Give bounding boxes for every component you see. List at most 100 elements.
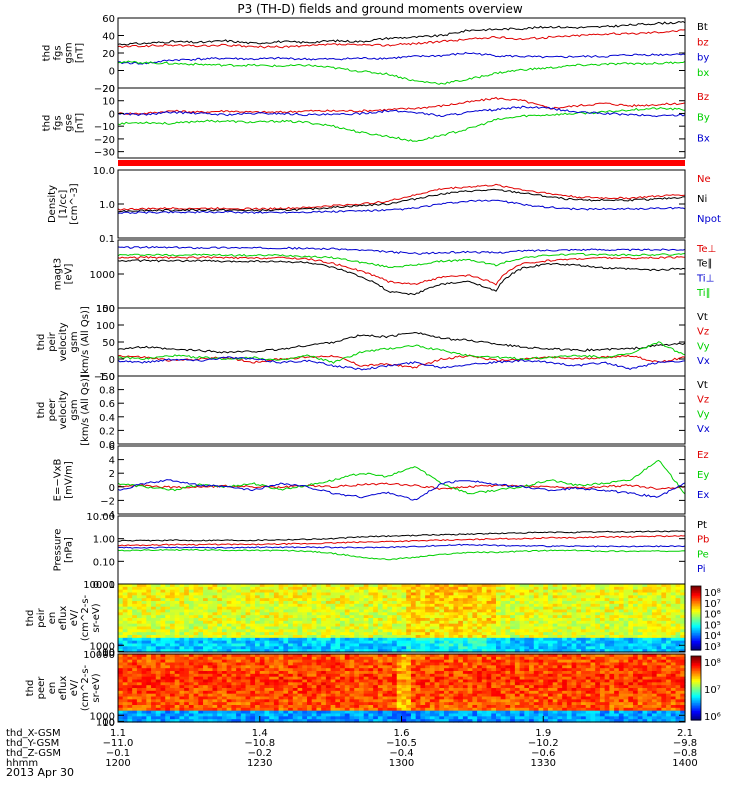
- panel-peer_velocity: VtVzVyVx0.00.20.40.60.81.0thdpeervelocit…: [36, 372, 710, 451]
- y-tick-label: −30: [94, 148, 115, 159]
- y-tick-label: 0: [109, 67, 115, 78]
- legend-label: Bx: [697, 133, 710, 144]
- legend-label: Vx: [697, 356, 710, 367]
- y-tick-label: 20: [102, 84, 115, 95]
- colorbar-tick-label: 10³: [704, 642, 721, 653]
- legend-label: bx: [697, 68, 709, 79]
- legend-label: Ey: [697, 470, 709, 481]
- colorbar-tick-label: 10⁸: [704, 588, 721, 599]
- legend-label: Te∥: [696, 259, 713, 270]
- colorbar-tick-label: 10⁷: [704, 599, 721, 610]
- y-tick-label: 10.0: [93, 166, 115, 177]
- y-tick-label: 1000: [90, 270, 115, 281]
- y-axis-label: thdfgsgse[nT]: [42, 113, 86, 133]
- legend-label: Pt: [697, 520, 707, 531]
- y-tick-label: 100: [96, 321, 115, 332]
- panel-peir_spec: 10³10⁴10⁵10⁶10⁷10⁸10100100010000thdpeire…: [25, 580, 721, 659]
- legend-label: Pi: [697, 564, 706, 575]
- legend-label: Ti⊥: [696, 273, 714, 284]
- series-line-bz: [118, 30, 685, 48]
- legend-label: Vy: [697, 409, 710, 420]
- series-line-bx: [118, 61, 685, 84]
- y-axis-label: thdpeervelocitygsm[km/s (All Qs)]: [36, 374, 91, 446]
- y-tick-label: 1.0: [99, 372, 115, 383]
- series-line-Ti⊥: [118, 247, 685, 255]
- series-line-Vt: [118, 333, 685, 353]
- y-tick-label: 2: [109, 469, 115, 480]
- y-axis-label: thdpeirenefluxeV/(cm^2-s-sr-eV): [25, 594, 102, 641]
- y-tick-label: 20: [102, 49, 115, 60]
- panel-peer_spec: 10⁶10⁷10⁸10100100010000thdpeerenefluxeV/…: [25, 650, 721, 729]
- y-tick-label: 0: [109, 109, 115, 120]
- series-line-Bt: [118, 22, 685, 45]
- legend-label: Npot: [697, 214, 721, 225]
- colorbar-tick-label: 10⁵: [704, 620, 721, 631]
- y-tick-label: 40: [102, 32, 115, 43]
- legend-label: Bz: [697, 92, 709, 103]
- y-tick-label: 0.4: [99, 413, 115, 424]
- series-line-Npot: [118, 200, 685, 213]
- plot-title: P3 (TH-D) fields and ground moments over…: [237, 2, 522, 16]
- legend-label: Ex: [697, 490, 709, 501]
- y-tick-label: 0: [109, 355, 115, 366]
- y-tick-label: 0.6: [99, 399, 115, 410]
- series-line-Pe: [118, 549, 685, 559]
- y-tick-label: 0.10: [93, 557, 115, 568]
- series-line-Ey: [118, 460, 685, 494]
- y-tick-label: 60: [102, 14, 115, 25]
- y-tick-label: 0: [109, 483, 115, 494]
- y-tick-label: 1.0: [99, 200, 115, 211]
- y-axis-label: Pressure[nPa]: [53, 529, 75, 572]
- y-tick-label: −2: [100, 496, 115, 507]
- y-tick-label: 50: [102, 338, 115, 349]
- legend-label: Te⊥: [696, 244, 716, 255]
- legend-label: Vz: [697, 327, 709, 338]
- panel-fgs_gse: Bz By Bx −30 −20 −10 010 20 thdfgsgse[nT]: [42, 84, 710, 159]
- legend-label: Pe: [697, 549, 709, 560]
- y-axis-label: Density[1/cc][cm^-3]: [47, 183, 80, 224]
- y-tick-label: 0.8: [99, 386, 115, 397]
- legend-label: Bt: [697, 22, 708, 33]
- y-tick-label: −10: [94, 122, 115, 133]
- y-tick-label: 10000: [83, 580, 115, 591]
- panel-frame: [118, 88, 685, 158]
- series-line-Ex: [118, 480, 685, 501]
- series-line-Vy: [118, 342, 685, 363]
- legend-label: Ti∥: [696, 288, 711, 299]
- series-line-Ne: [118, 184, 685, 210]
- series-line-by: [118, 53, 685, 65]
- y-tick-label: 10: [102, 97, 115, 108]
- legend-label: Pb: [697, 535, 709, 546]
- colorbar-tick-label: 10⁴: [704, 631, 721, 642]
- legend-label: By: [697, 113, 710, 124]
- series-line-Pt: [118, 531, 685, 541]
- y-tick-label: 6: [109, 442, 115, 453]
- legend-label: Vz: [697, 395, 709, 406]
- y-tick-label: 150: [96, 304, 115, 315]
- y-axis-label: magt3[eV]: [53, 258, 75, 291]
- y-tick-label: −20: [94, 135, 115, 146]
- y-tick-label: 4: [109, 456, 115, 467]
- y-axis-label: E=−VxB[mV/m]: [53, 459, 75, 502]
- legend-label: Vt: [697, 312, 708, 323]
- y-axis-label: thdfgsgsm[nT]: [42, 42, 86, 63]
- y-tick-label: 1.00: [93, 535, 115, 546]
- legend-label: Vt: [697, 380, 708, 391]
- legend-label: bz: [697, 37, 709, 48]
- legend-label: by: [697, 53, 709, 64]
- panel-frame: [118, 446, 685, 514]
- y-tick-label: 10.00: [86, 512, 115, 523]
- colorbar-tick-label: 10⁶: [704, 610, 721, 621]
- series-line-Te∥: [118, 260, 685, 295]
- legend-label: Ne: [697, 174, 711, 185]
- panel-frame: [118, 240, 685, 308]
- panel-frame: [118, 376, 685, 444]
